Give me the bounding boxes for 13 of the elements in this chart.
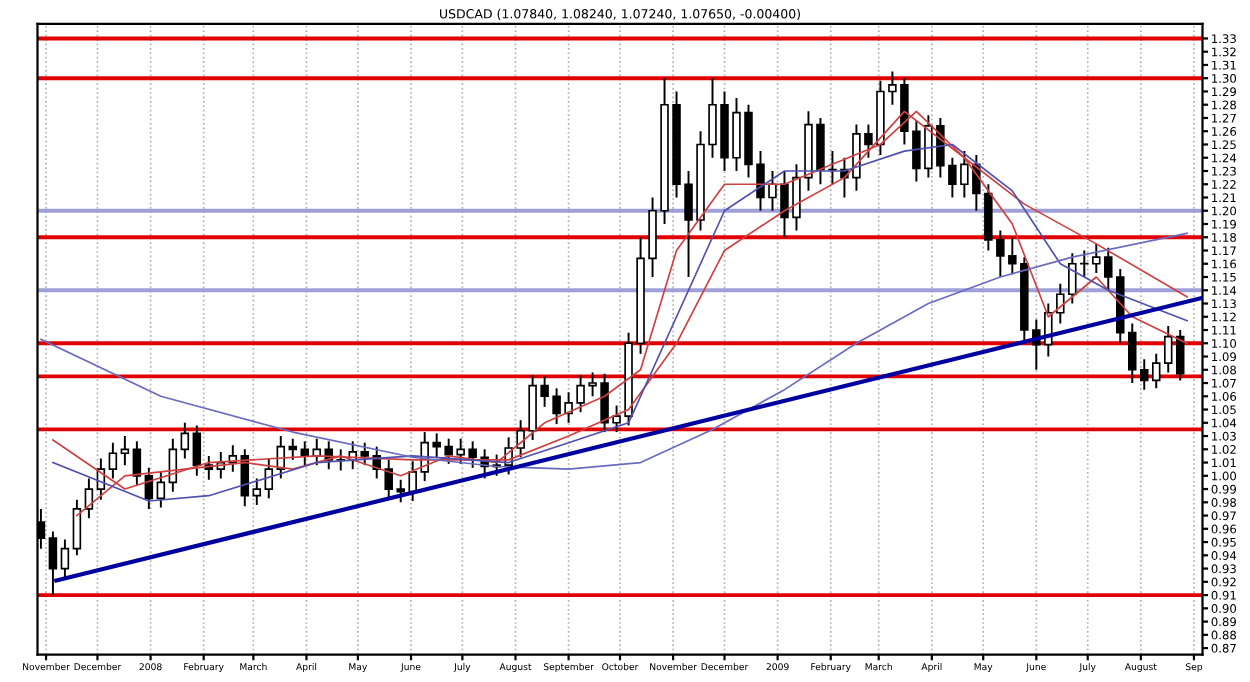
candlestick bbox=[72, 498, 82, 557]
candlestick bbox=[48, 530, 58, 597]
candlestick bbox=[192, 424, 202, 477]
candlestick bbox=[288, 437, 298, 461]
candlestick bbox=[132, 440, 142, 487]
candlestick bbox=[108, 441, 118, 480]
candlestick bbox=[120, 435, 130, 467]
candlestick bbox=[156, 470, 166, 509]
candlestick bbox=[1175, 329, 1185, 382]
candlestick bbox=[60, 538, 70, 581]
candlestick bbox=[180, 421, 190, 460]
line-series bbox=[40, 232, 1188, 471]
candlestick bbox=[252, 477, 262, 506]
